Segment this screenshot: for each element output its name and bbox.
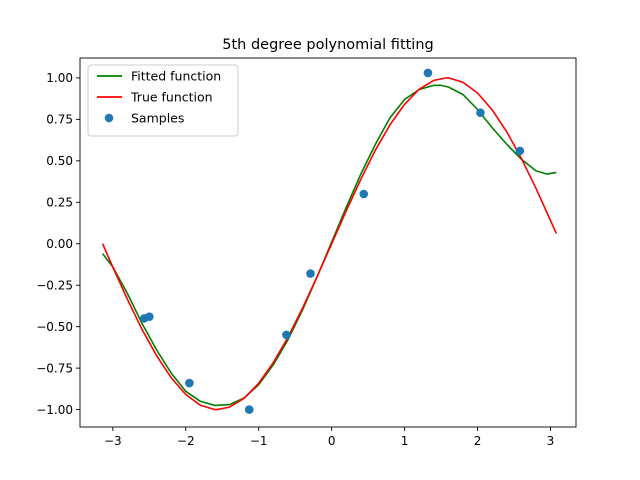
sample-point-9: [515, 146, 525, 156]
x-tick-label-1: −2: [177, 434, 195, 448]
sample-point-4: [282, 330, 291, 340]
y-tick-label-6: 0.50: [46, 154, 73, 168]
x-tick-label-0: −3: [104, 434, 122, 448]
y-tick-label-7: 0.75: [46, 113, 73, 127]
x-tick-label-6: 3: [547, 434, 555, 448]
legend-swatch-2: [104, 113, 114, 123]
legend-label-1: True function: [130, 90, 213, 105]
x-tick-label-4: 1: [401, 434, 409, 448]
legend-label-0: Fitted function: [131, 69, 221, 84]
y-tick-label-1: −0.75: [36, 361, 73, 375]
series-line-0: [101, 84, 557, 407]
plot-area: [101, 68, 558, 414]
y-tick-label-3: −0.25: [36, 279, 73, 293]
y-tick-label-4: 0.00: [46, 237, 73, 251]
sample-point-5: [306, 269, 315, 278]
sample-point-8: [476, 108, 485, 118]
chart-title: 5th degree polynomial fitting: [222, 37, 433, 53]
sample-point-1: [144, 312, 154, 322]
x-tick-label-3: 0: [328, 434, 336, 448]
legend-box: [87, 64, 239, 137]
sample-point-6: [359, 189, 369, 199]
axes: −3 −2 −1 0 1 2 3 −1.00 −0.75 −0.50 −0.25 0.00 0.25 0.…: [36, 57, 577, 448]
sample-point-7: [423, 68, 433, 78]
series-group: [101, 68, 558, 414]
x-tick-label-2: −1: [250, 434, 268, 448]
y-tick-label-8: 1.00: [46, 71, 73, 85]
legend: Fitted function True function Samples: [87, 64, 239, 137]
axes-frame: [79, 57, 577, 428]
y-tick-label-0: −1.00: [36, 403, 73, 417]
series-line-1: [101, 77, 558, 411]
sample-point-2: [185, 378, 194, 388]
x-tick-label-5: 2: [474, 434, 482, 448]
y-tick-label-2: −0.50: [36, 320, 73, 334]
sample-point-3: [244, 405, 254, 414]
legend-label-2: Samples: [131, 111, 184, 126]
y-tick-label-5: 0.25: [46, 196, 73, 210]
